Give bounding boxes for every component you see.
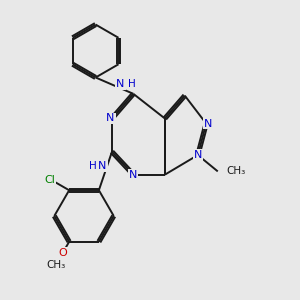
Text: H: H [128, 79, 135, 89]
Text: CH₃: CH₃ [46, 260, 65, 270]
Text: N: N [194, 150, 202, 160]
Text: N: N [98, 161, 106, 171]
Text: CH₃: CH₃ [227, 167, 246, 176]
Text: O: O [58, 248, 67, 258]
Text: N: N [129, 170, 137, 180]
Text: Cl: Cl [44, 175, 55, 185]
Text: N: N [106, 113, 115, 124]
Text: H: H [89, 161, 97, 171]
Text: N: N [116, 79, 124, 89]
Text: N: N [203, 118, 212, 128]
